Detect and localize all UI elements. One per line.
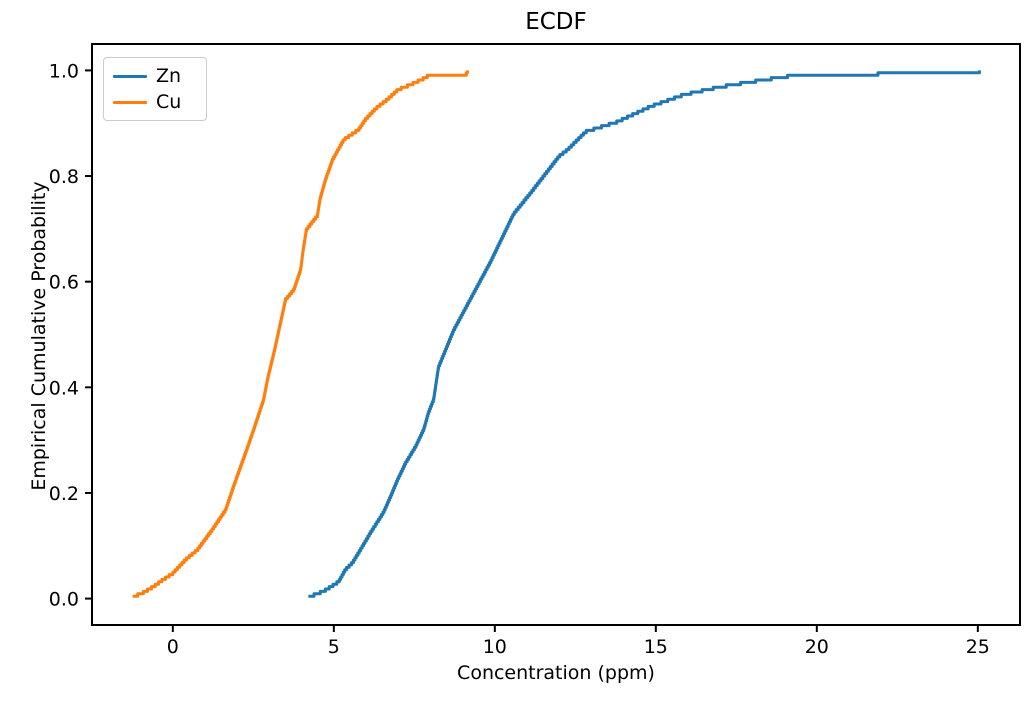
y-tick-label: 0.2 (49, 483, 79, 505)
x-tick-label: 10 (483, 636, 507, 658)
y-tick-label: 0.8 (49, 166, 79, 188)
plot-spines (91, 43, 1021, 626)
ecdf-line-cu (132, 70, 469, 598)
x-tick-label: 25 (966, 636, 990, 658)
legend-item-zn: Zn (113, 64, 206, 87)
chart-title: ECDF (525, 9, 587, 35)
legend-label-zn: Zn (156, 64, 182, 87)
y-tick-label: 0.4 (49, 377, 79, 399)
x-tick-label: 5 (328, 636, 340, 658)
legend: Zn Cu (103, 57, 207, 121)
x-tick-label: 0 (167, 636, 179, 658)
x-tick-label: 15 (644, 636, 668, 658)
x-tick-label: 20 (805, 636, 829, 658)
cu-line-swatch (113, 100, 147, 104)
y-tick-label: 1.0 (49, 60, 79, 82)
x-axis-label: Concentration (ppm) (457, 662, 655, 684)
legend-item-cu: Cu (113, 90, 206, 113)
legend-label-cu: Cu (156, 90, 182, 113)
y-axis-label: Empirical Cumulative Probability (28, 181, 50, 491)
zn-line-swatch (113, 74, 147, 78)
ecdf-line-zn (308, 70, 981, 598)
y-tick-label: 0.6 (49, 272, 79, 294)
y-tick-label: 0.0 (49, 589, 79, 611)
